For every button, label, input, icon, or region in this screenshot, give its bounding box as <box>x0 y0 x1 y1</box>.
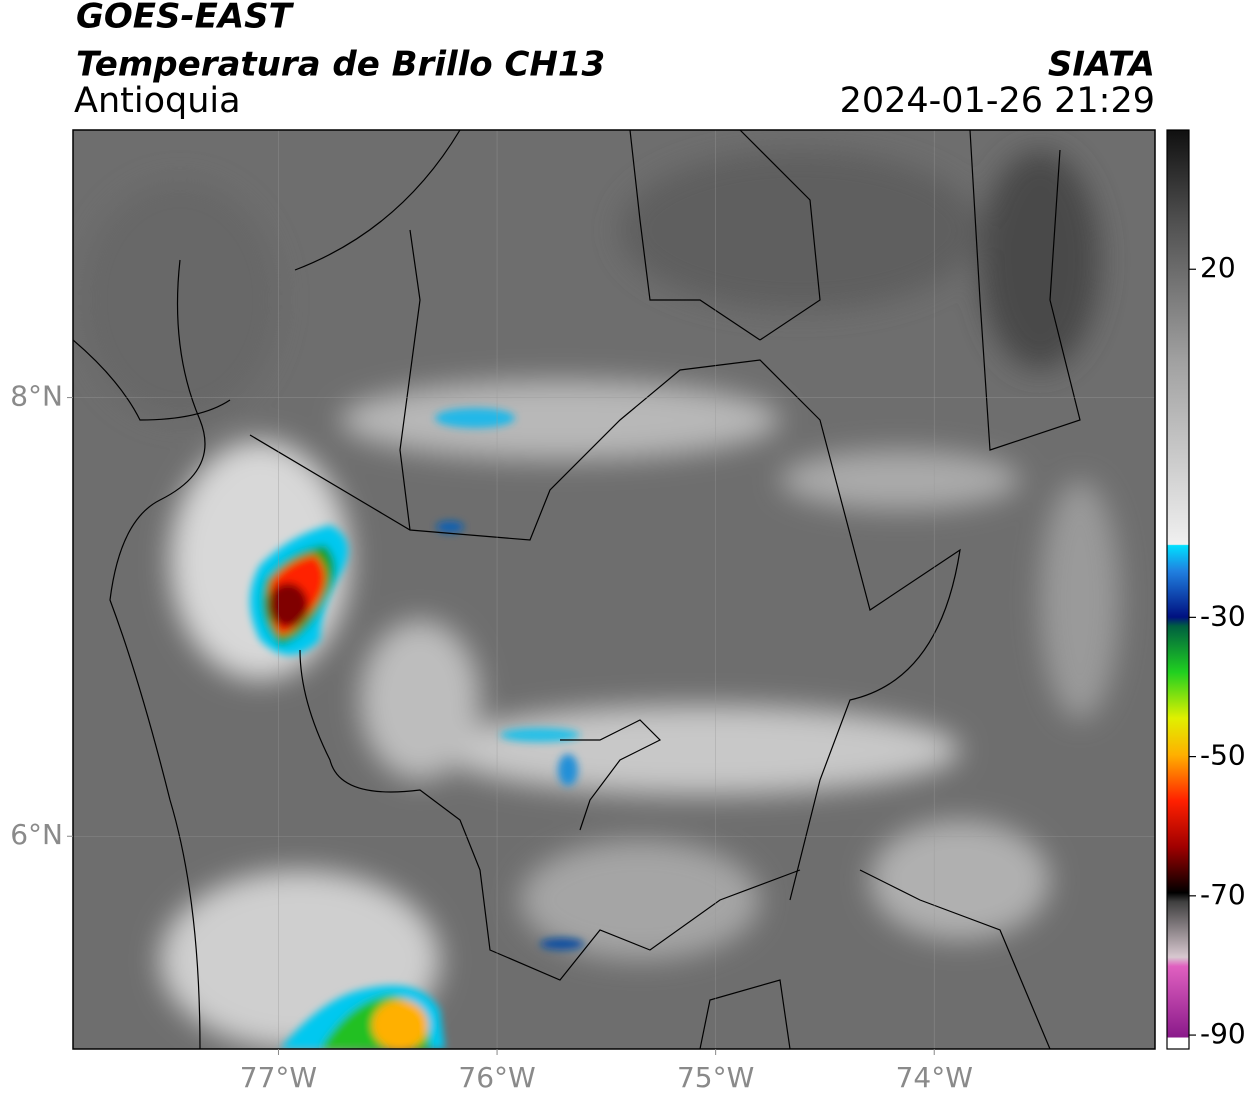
colorbar-tick-label: -50 <box>1200 739 1246 772</box>
source: SIATA <box>1048 45 1155 85</box>
colorbar <box>1166 129 1190 1050</box>
title: GOES-EAST <box>76 0 295 37</box>
grid <box>73 130 1155 1049</box>
colorbar-tick-label: -30 <box>1200 599 1246 632</box>
y-tick-label: 8°N <box>10 380 63 413</box>
datetime: 2024-01-26 21:29 <box>840 81 1155 121</box>
subtitle: Temperatura de Brillo CH13 <box>76 45 605 85</box>
map-frame <box>72 129 1156 1050</box>
y-tick-label: 6°N <box>10 818 63 851</box>
colorbar-tick-label: -70 <box>1200 878 1246 911</box>
x-tick-label: 75°W <box>677 1061 754 1094</box>
region: Antioquia <box>74 81 241 121</box>
boundaries <box>73 130 1081 1049</box>
colorbar-tick-label: -90 <box>1200 1017 1246 1050</box>
x-tick-label: 74°W <box>896 1061 973 1094</box>
x-tick-label: 76°W <box>458 1061 535 1094</box>
satellite-image <box>73 130 1155 1049</box>
colorbar-tick-label: 20 <box>1200 251 1236 284</box>
x-tick-label: 77°W <box>240 1061 317 1094</box>
